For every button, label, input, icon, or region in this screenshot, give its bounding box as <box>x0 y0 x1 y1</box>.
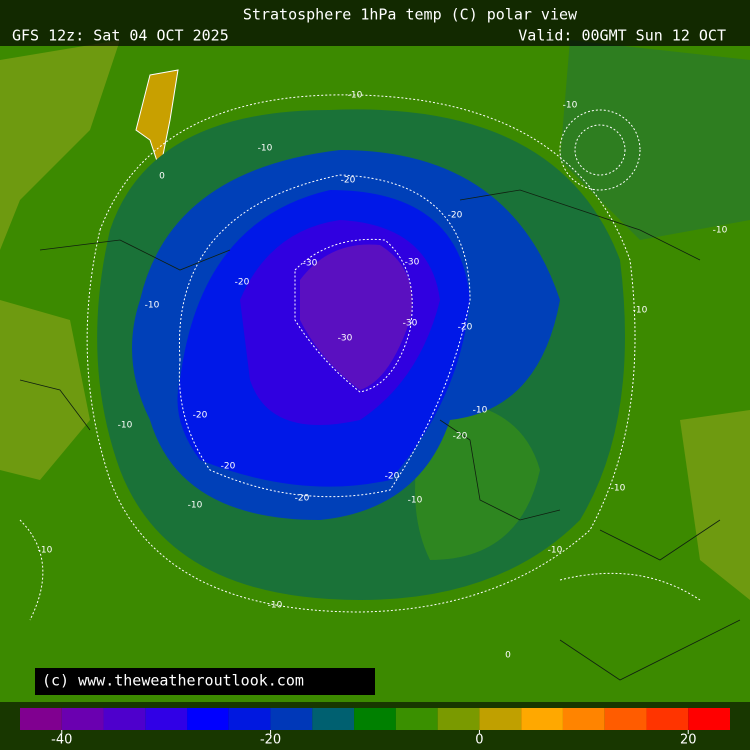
contour-label: -10 <box>145 301 160 311</box>
coastlines <box>19 189 741 681</box>
contour-line <box>294 238 413 393</box>
contour-label: -20 <box>458 323 473 333</box>
colorbar-swatch <box>437 708 480 730</box>
colorbar-swatch <box>479 708 522 730</box>
colorbar-swatch <box>61 708 104 730</box>
contour-label: -10 <box>38 546 53 556</box>
cold-core <box>300 244 412 390</box>
copyright-box <box>35 668 375 695</box>
header-bar <box>0 0 750 46</box>
contour-label: -20 <box>221 462 236 472</box>
colorbar-tick-label: -40 <box>51 733 72 748</box>
contour-label: -10 <box>713 226 728 236</box>
contour-label: -30 <box>303 259 318 269</box>
green-intrusion <box>415 400 540 560</box>
contours <box>19 94 701 621</box>
colorbar-swatch <box>521 708 563 730</box>
contour-label: -20 <box>448 211 463 221</box>
contour-line <box>86 94 636 613</box>
colorbar-swatch <box>562 708 605 730</box>
colorbar-tick-label: -20 <box>260 733 281 748</box>
colorbar-swatch <box>20 708 62 730</box>
contour-label: -10 <box>268 601 283 611</box>
contour-label: -30 <box>405 258 420 268</box>
contour-line <box>574 124 626 176</box>
contour-label: -10 <box>548 546 563 556</box>
green-area <box>560 40 750 240</box>
contour-label: -10 <box>118 421 133 431</box>
contour-label: -20 <box>341 176 356 186</box>
colorbar-swatch <box>646 708 689 730</box>
contour-label: -20 <box>295 494 310 504</box>
contour-labels: -30 -30 -30 -30 -20 -20 -20 -20 -20 -20 -20 -20 -20 -… <box>38 91 728 661</box>
map-title: Stratosphere 1hPa temp (C) polar view <box>243 6 578 24</box>
colorbar-swatch <box>688 708 730 730</box>
contour-label: -10 <box>633 306 648 316</box>
contour-label: -10 <box>188 501 203 511</box>
olive-area <box>680 410 750 600</box>
colorbar-swatch <box>145 708 188 730</box>
contour-line <box>559 109 641 191</box>
colorbar-swatch <box>354 708 396 730</box>
colorbar-swatch <box>187 708 229 730</box>
contour-label: -10 <box>611 484 626 494</box>
contour-label: -10 <box>473 406 488 416</box>
contour-label: -10 <box>348 91 363 101</box>
colorbar: -40 -20 0 20 <box>20 708 730 748</box>
contour-label: -30 <box>338 334 353 344</box>
contour-label: -10 <box>563 101 578 111</box>
colorbar-swatch <box>312 708 355 730</box>
colorbar-swatch <box>604 708 647 730</box>
copyright: (c) www.theweatheroutlook.com <box>42 672 304 690</box>
colorbar-swatch <box>103 708 146 730</box>
contour-line <box>178 174 471 498</box>
colorbar-swatch <box>395 708 438 730</box>
colorbar-tick-label: 20 <box>680 733 697 748</box>
contour-label: -20 <box>453 432 468 442</box>
contour-label: 0 <box>159 172 165 182</box>
contour-label: -20 <box>385 472 400 482</box>
valid-time: Valid: 00GMT Sun 12 OCT <box>518 27 726 45</box>
contour-line <box>19 519 701 621</box>
colorbar-swatch <box>228 708 271 730</box>
contour-label: 0 <box>505 651 511 661</box>
olive-area <box>0 300 90 480</box>
contour-label: -20 <box>235 278 250 288</box>
run-info: GFS 12z: Sat 04 OCT 2025 <box>12 27 229 45</box>
contour-label: -30 <box>403 319 418 329</box>
contour-label: -20 <box>193 411 208 421</box>
contour-label: -10 <box>408 496 423 506</box>
colorbar-swatch <box>270 708 313 730</box>
colorbar-tick-label: 0 <box>475 733 483 748</box>
olive-area <box>0 40 120 250</box>
contour-label: -10 <box>258 144 273 154</box>
